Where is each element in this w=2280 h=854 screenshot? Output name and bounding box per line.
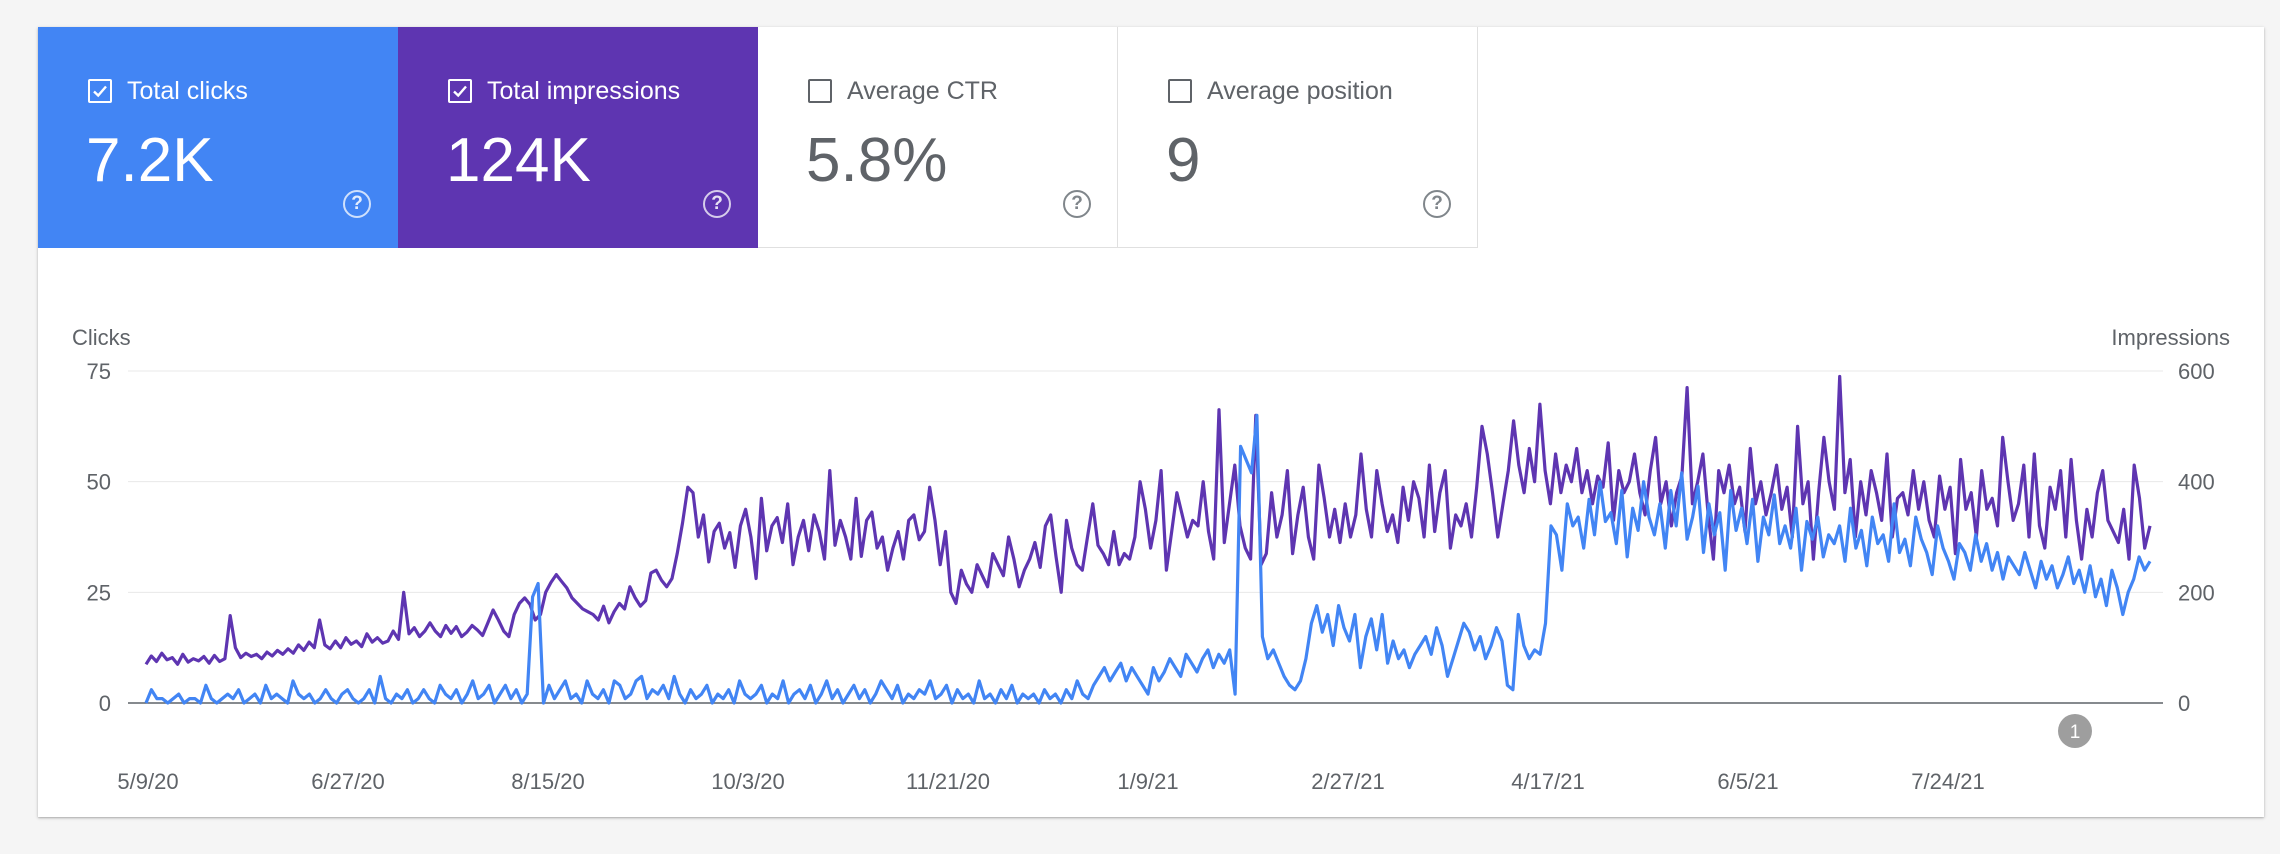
average-position-value: 9 bbox=[1166, 126, 1201, 195]
line-chart: 0 0 25 200 50 400 75 600 5/9/20 6/27/20 8/15/20 10/… bbox=[87, 359, 2215, 794]
checkmark-icon bbox=[93, 85, 107, 98]
total-clicks-value: 7.2K bbox=[86, 126, 214, 195]
average-ctr-label: Average CTR bbox=[847, 77, 998, 105]
total-clicks-checkbox[interactable] bbox=[88, 79, 112, 103]
x-tick-label: 5/9/20 bbox=[117, 769, 178, 794]
y-tick-label-left: 0 bbox=[99, 691, 111, 716]
x-tick-label: 2/27/21 bbox=[1311, 769, 1384, 794]
metric-tabs: Total clicks 7.2K? Total impressions 124K? A… bbox=[38, 27, 1478, 248]
metric-tile-total-impressions[interactable]: Total impressions 124K? bbox=[398, 27, 758, 248]
help-icon[interactable]: ? bbox=[1063, 190, 1091, 218]
total-impressions-label: Total impressions bbox=[487, 77, 681, 105]
y-tick-label-left: 75 bbox=[87, 359, 111, 384]
total-impressions-value: 124K bbox=[446, 126, 591, 195]
right-axis-title: Impressions bbox=[2111, 325, 2230, 350]
y-tick-label-right: 400 bbox=[2178, 470, 2215, 495]
average-ctr-value: 5.8% bbox=[806, 126, 948, 195]
y-tick-label-left: 25 bbox=[87, 580, 111, 605]
annotation-marker[interactable] bbox=[2058, 714, 2092, 748]
x-tick-label: 1/9/21 bbox=[1117, 769, 1178, 794]
y-tick-label-left: 50 bbox=[87, 470, 111, 495]
average-ctr-checkbox[interactable] bbox=[808, 79, 832, 103]
y-tick-label-right: 600 bbox=[2178, 359, 2215, 384]
annotation-marker-label: 1 bbox=[2070, 722, 2081, 743]
left-axis-title: Clicks bbox=[72, 325, 131, 350]
help-icon[interactable]: ? bbox=[703, 190, 731, 218]
total-impressions-checkbox[interactable] bbox=[448, 79, 472, 103]
x-tick-label: 11/21/20 bbox=[906, 769, 990, 794]
clicks-series-line bbox=[144, 413, 2152, 705]
help-icon[interactable]: ? bbox=[343, 190, 371, 218]
metric-tile-total-clicks[interactable]: Total clicks 7.2K? bbox=[38, 27, 398, 248]
metric-tile-average-ctr[interactable]: Average CTR 5.8%? bbox=[758, 27, 1118, 248]
x-tick-label: 10/3/20 bbox=[711, 769, 784, 794]
chart-area: Clicks Impressions 0 0 25 200 50 400 75 600 5/9/… bbox=[38, 248, 2264, 817]
x-tick-label: 8/15/20 bbox=[511, 769, 584, 794]
total-clicks-label: Total clicks bbox=[127, 77, 248, 105]
help-icon[interactable]: ? bbox=[1423, 190, 1451, 218]
x-tick-label: 4/17/21 bbox=[1511, 769, 1584, 794]
x-tick-label: 6/5/21 bbox=[1717, 769, 1778, 794]
average-position-label: Average position bbox=[1207, 77, 1393, 105]
x-tick-label: 6/27/20 bbox=[311, 769, 384, 794]
performance-card: Total clicks 7.2K? Total impressions 124K? A… bbox=[38, 27, 2264, 817]
y-tick-label-right: 0 bbox=[2178, 691, 2190, 716]
average-position-checkbox[interactable] bbox=[1168, 79, 1192, 103]
x-tick-label: 7/24/21 bbox=[1911, 769, 1984, 794]
metric-tile-average-position[interactable]: Average position 9? bbox=[1118, 27, 1478, 248]
y-tick-label-right: 200 bbox=[2178, 580, 2215, 605]
checkmark-icon bbox=[453, 85, 467, 98]
